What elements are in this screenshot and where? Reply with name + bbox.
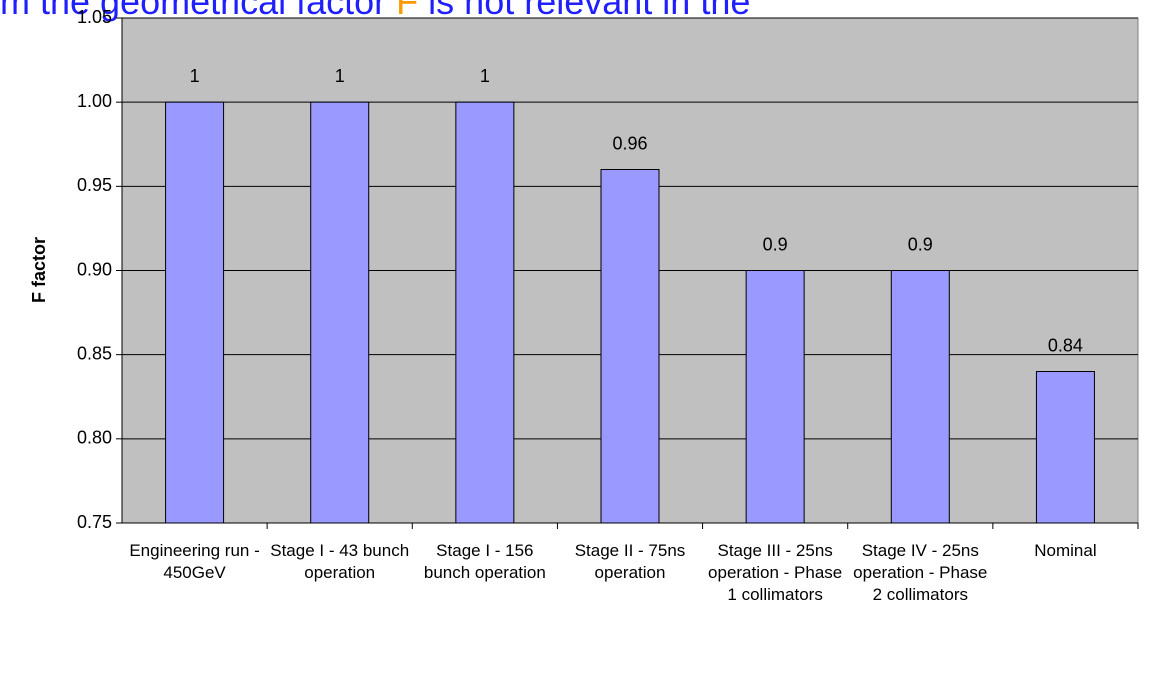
bar (745, 270, 805, 524)
y-tick-label: 0.95 (77, 175, 112, 195)
bar (890, 270, 950, 524)
x-tick-label: Stage III - 25ns operation - Phase 1 col… (708, 541, 843, 604)
y-axis-label: F factor (29, 237, 49, 303)
value-label: 0.9 (908, 234, 933, 254)
value-label: 1 (480, 66, 490, 86)
x-tick-label: Stage II - 75ns operation (574, 541, 686, 582)
bar (600, 169, 660, 524)
bar (310, 101, 370, 524)
title-part: F (396, 0, 418, 22)
value-label: 1 (190, 66, 200, 86)
title-part: is not relevant in the (418, 0, 750, 22)
bar (1035, 371, 1095, 524)
x-tick-label: Nominal (1034, 541, 1097, 560)
y-tick-label: 0.90 (77, 259, 112, 279)
title-part: m the geometrical factor (0, 0, 396, 22)
x-tick-label: Stage IV - 25ns operation - Phase 2 coll… (853, 541, 988, 604)
y-tick-label: 0.85 (77, 343, 112, 363)
bar (165, 101, 225, 524)
value-label: 0.84 (1048, 335, 1083, 355)
bar (455, 101, 515, 524)
y-tick-label: 0.80 (77, 428, 112, 448)
value-label: 0.9 (763, 234, 788, 254)
x-tick-label: Engineering run - 450GeV (129, 541, 260, 582)
y-tick-label: 0.75 (77, 512, 112, 532)
value-label: 1 (335, 66, 345, 86)
x-tick-label: Stage I - 43 bunch operation (270, 541, 410, 582)
y-tick-label: 1.00 (77, 91, 112, 111)
value-label: 0.96 (612, 133, 647, 153)
title: m the geometrical factor F is not releva… (0, 0, 750, 22)
y-tick-label: 1.05 (77, 7, 112, 27)
x-tick-label: Stage I - 156 bunch operation (423, 541, 546, 582)
